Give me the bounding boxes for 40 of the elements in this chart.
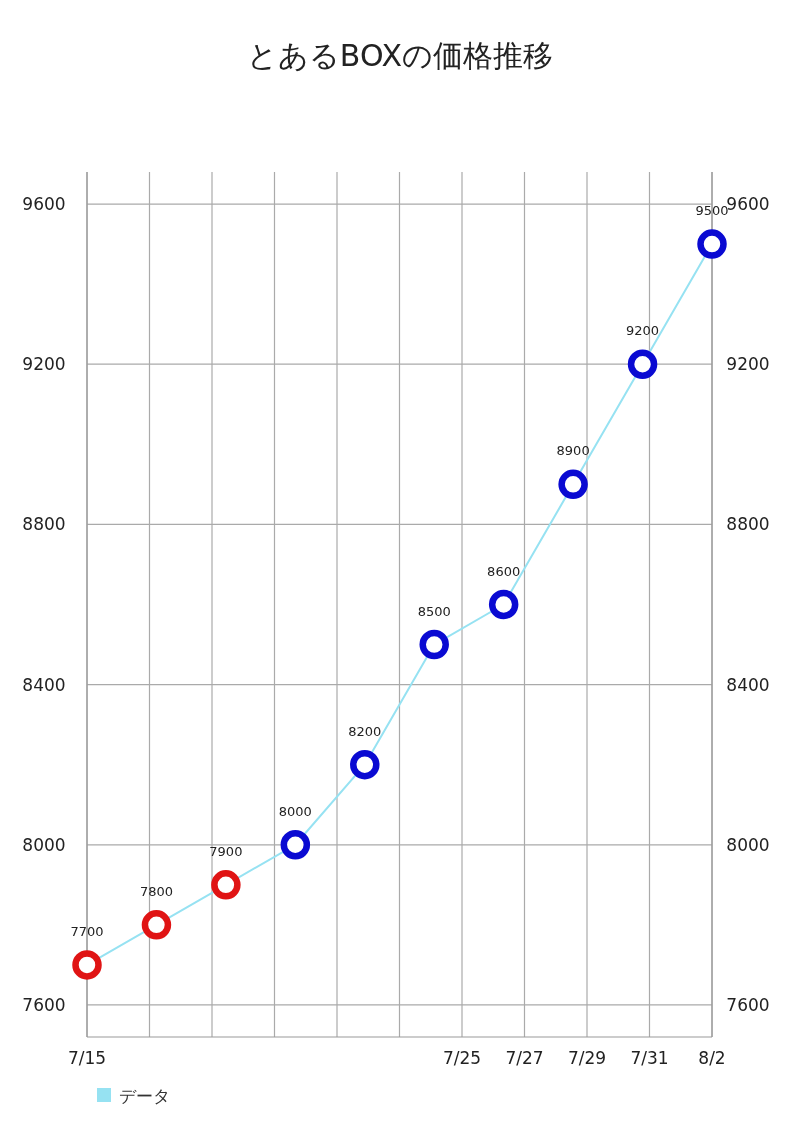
data-label: 8500	[417, 603, 451, 619]
point	[558, 469, 588, 500]
y2-tick-label: 8000	[726, 834, 770, 855]
y2-tick-label: 7600	[726, 994, 770, 1015]
data-label: 8600	[487, 563, 521, 579]
data-label: 9500	[695, 203, 729, 219]
point	[697, 229, 727, 259]
data-label: 9200	[626, 323, 660, 339]
y-tick-label: 7600	[22, 994, 66, 1015]
x-tick-label: 7/27	[505, 1048, 544, 1068]
y-tick-label: 8400	[22, 674, 66, 695]
legend: データ	[97, 1086, 170, 1106]
point	[72, 950, 102, 980]
point	[280, 830, 311, 860]
x-tick-label: 7/25	[442, 1048, 482, 1068]
data-label: 7900	[209, 843, 243, 859]
chart-title: とあるBOXの価格推移	[246, 38, 554, 73]
y-tick-label: 9600	[22, 194, 66, 215]
y2-tick-label: 8800	[726, 514, 770, 535]
point	[627, 349, 658, 379]
data-label: 7800	[139, 883, 173, 899]
y-tick-label: 8800	[22, 514, 66, 535]
point	[488, 589, 519, 620]
data-label: 8200	[348, 723, 382, 739]
x-tick-label: 7/29	[567, 1048, 607, 1068]
point	[350, 749, 380, 780]
y2-tick-label: 9200	[726, 354, 770, 375]
y-tick-label: 9200	[22, 354, 66, 375]
point	[419, 629, 449, 660]
point	[211, 870, 241, 900]
x-tick-label: 7/15	[67, 1048, 107, 1068]
x-tick-label: 8/2	[698, 1048, 726, 1068]
y-tick-label: 8000	[22, 834, 66, 855]
data-label: 8000	[278, 803, 312, 819]
point	[141, 910, 172, 940]
x-tick-label: 7/31	[630, 1048, 669, 1068]
y2-tick-label: 8400	[726, 674, 770, 695]
data-label: 8900	[556, 443, 590, 459]
legend-label: データ	[119, 1086, 170, 1106]
data-label: 7700	[70, 923, 104, 939]
